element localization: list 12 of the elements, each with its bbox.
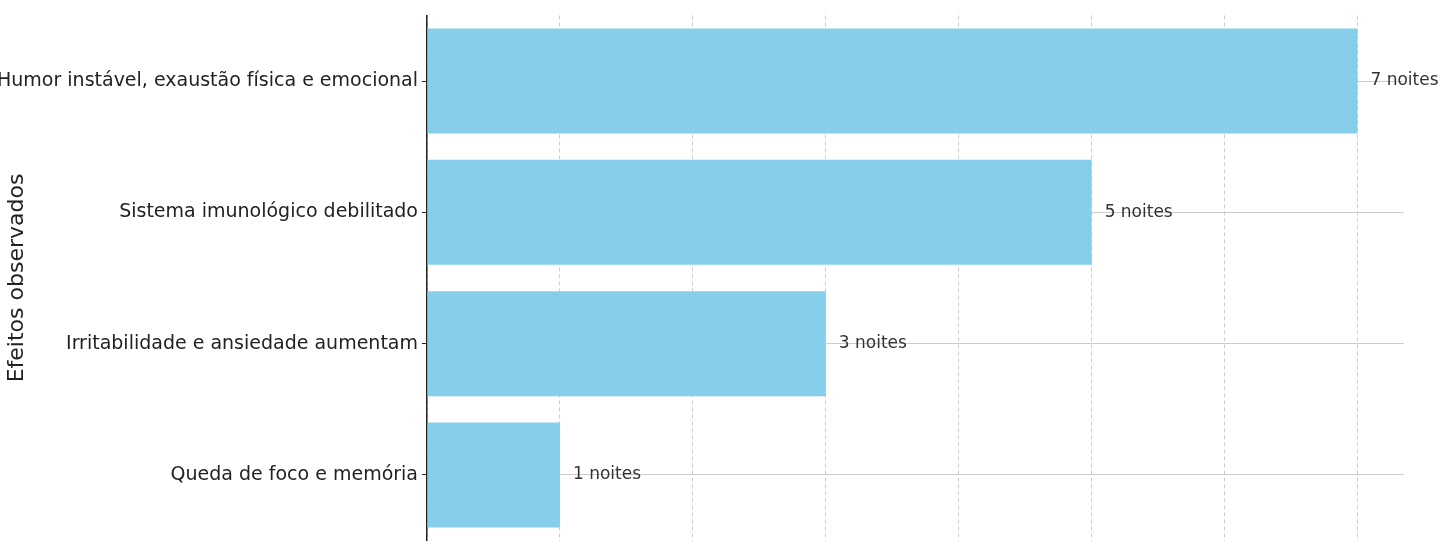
bar [427, 28, 1358, 134]
bar [427, 159, 1092, 265]
y-tick-label: Irritabilidade e ansiedade aumentam [66, 330, 418, 353]
bar [427, 291, 826, 397]
y-axis-title: Efeitos observados [2, 173, 28, 383]
y-tick-label: Sistema imunológico debilitado [119, 199, 418, 222]
data-label: 7 noites [1370, 69, 1439, 90]
y-tick-label: Queda de foco e memória [170, 461, 418, 484]
data-label: 5 noites [1104, 200, 1173, 221]
data-label: 1 noites [572, 463, 642, 484]
data-label: 3 noites [838, 332, 908, 353]
bar [427, 422, 560, 528]
